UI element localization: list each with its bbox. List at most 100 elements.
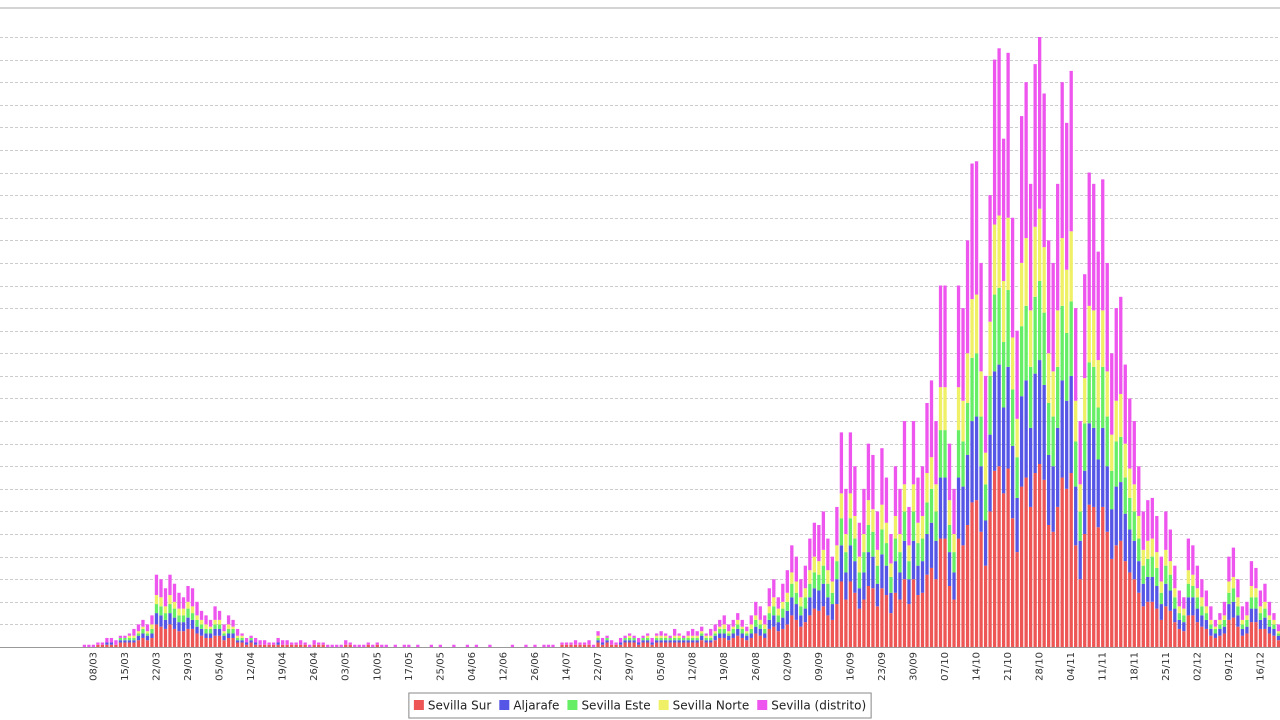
bar-segment — [853, 592, 857, 647]
bar-segment — [312, 640, 316, 645]
bar-segment — [1137, 592, 1141, 647]
bar-segment — [641, 642, 645, 647]
bar-segment — [1006, 217, 1010, 291]
bar-segment — [253, 642, 258, 645]
bar-segment — [1083, 534, 1087, 647]
bar-segment — [997, 215, 1001, 288]
bar-segment — [781, 601, 785, 609]
bar-segment — [965, 454, 970, 525]
bar-segment — [235, 640, 240, 643]
bar-segment — [938, 430, 943, 478]
bar-segment — [303, 644, 307, 647]
bar-segment — [722, 615, 726, 625]
bar-segment — [1069, 473, 1073, 647]
bar-segment — [943, 538, 947, 647]
x-tick-label: 02/09 — [782, 652, 793, 681]
bar-segment — [736, 624, 740, 629]
bar-segment — [1051, 466, 1055, 532]
bar-segment — [618, 644, 623, 647]
bar-segment — [970, 421, 974, 503]
bar-segment — [893, 538, 898, 562]
bar-segment — [745, 626, 749, 632]
bar-segment — [758, 606, 762, 620]
bar-segment — [573, 644, 578, 647]
bar-segment — [803, 597, 807, 609]
bar-segment — [1236, 597, 1240, 607]
bar-segment — [150, 633, 154, 638]
bar-segment — [172, 583, 177, 602]
bar-segment — [150, 615, 154, 625]
bar-segment — [848, 581, 853, 647]
bar-segment — [758, 628, 762, 636]
bar-segment — [1065, 122, 1069, 270]
bar-segment — [600, 637, 605, 643]
bar-segment — [1069, 301, 1073, 376]
bar-segment — [821, 606, 826, 647]
bar-segment — [745, 631, 749, 634]
bar-segment — [749, 633, 753, 638]
x-tick-label: 15/03 — [120, 652, 131, 681]
bar-segment — [1164, 565, 1168, 584]
bar-segment — [587, 644, 591, 647]
bar-segment — [1168, 574, 1172, 591]
bar-segment — [465, 644, 470, 647]
bar-segment — [677, 633, 681, 636]
bar-segment — [1209, 619, 1213, 625]
bar-segment — [569, 644, 573, 647]
bar-segment — [848, 518, 853, 546]
bar-segment — [573, 640, 578, 645]
bar-segment — [911, 511, 916, 541]
bar-segment — [632, 635, 636, 638]
bar-segment — [988, 321, 992, 376]
bar-segment — [835, 561, 839, 580]
bar-segment — [1245, 626, 1249, 634]
bar-segment — [866, 525, 871, 553]
bar-segment — [168, 595, 172, 605]
bar-segment — [1218, 613, 1222, 620]
bar-segment — [1110, 353, 1114, 435]
bar-segment — [1010, 337, 1015, 390]
bar-segment — [1227, 604, 1231, 620]
bar-segment — [1164, 583, 1168, 607]
bar-segment — [605, 640, 609, 643]
bar-segment — [808, 570, 812, 584]
bar-segment — [997, 466, 1001, 647]
bar-segment — [1114, 486, 1118, 546]
bar-segment — [145, 631, 150, 634]
bar-segment — [1019, 396, 1024, 487]
bar-segment — [979, 416, 983, 467]
bar-segment — [965, 353, 970, 403]
bar-segment — [952, 572, 956, 600]
bar-segment — [1123, 443, 1127, 478]
bar-segment — [109, 644, 114, 647]
bar-segment — [803, 622, 807, 647]
bar-segment — [920, 592, 925, 647]
bar-segment — [1168, 590, 1172, 611]
bar-segment — [190, 628, 195, 647]
bar-segment — [956, 430, 961, 478]
bar-segment — [1074, 545, 1078, 647]
bar-segment — [1267, 601, 1272, 616]
bar-segment — [1001, 342, 1006, 408]
bar-segment — [217, 635, 222, 647]
bar-segment — [974, 353, 979, 417]
bar-segment — [217, 628, 222, 636]
bar-segment — [1038, 360, 1042, 464]
bar-segment — [1164, 549, 1168, 566]
x-tick-label: 12/08 — [688, 652, 699, 681]
bar-segment — [808, 583, 812, 598]
bar-segment — [1056, 366, 1060, 428]
bar-segment — [123, 642, 127, 647]
bar-segment — [812, 572, 817, 589]
bar-segment — [763, 615, 767, 625]
bar-segment — [1128, 468, 1132, 498]
bar-segment — [1101, 427, 1105, 507]
bar-segment — [772, 615, 776, 627]
bar-segment — [700, 631, 704, 634]
bar-segment — [1015, 552, 1019, 647]
bar-segment — [1200, 579, 1204, 598]
bar-segment — [704, 633, 708, 636]
bar-segment — [244, 637, 249, 643]
bar-segment — [249, 642, 253, 647]
bar-segment — [664, 642, 668, 647]
